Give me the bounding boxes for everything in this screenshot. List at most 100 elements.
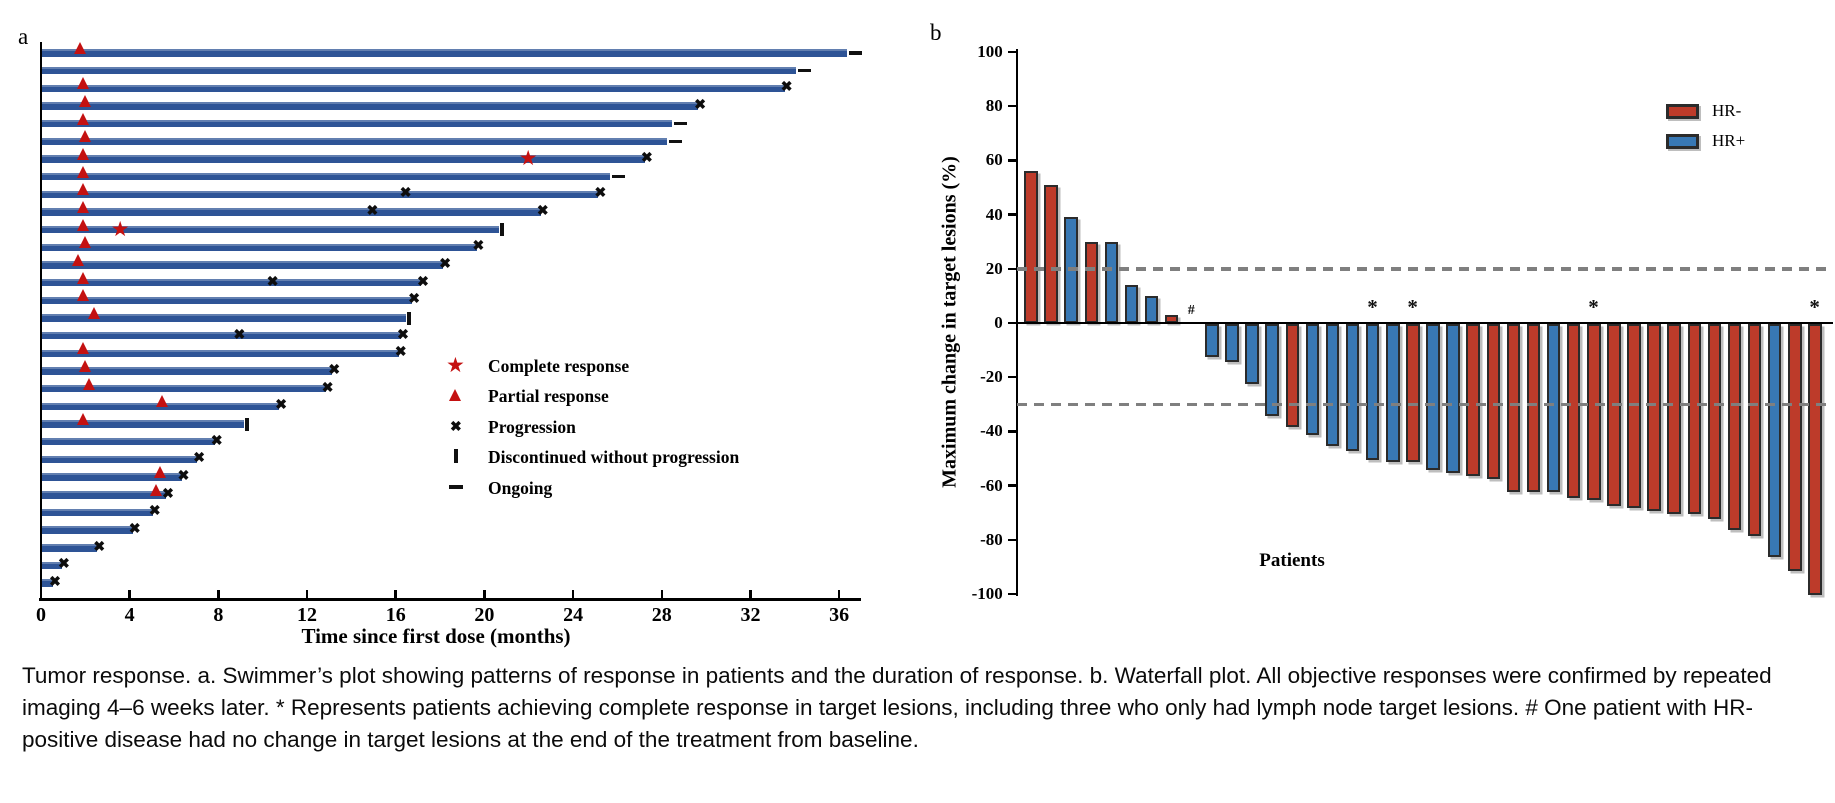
y-tick [1007,538,1017,542]
partial-response-marker [149,483,162,496]
swimmer-legend-item: Ongoing [444,478,744,500]
waterfall-bar [1365,324,1380,460]
partial-response-marker [76,165,89,178]
complete-response-asterisk: * [1407,295,1418,319]
figure-caption: Tumor response. a. Swimmer’s plot showin… [22,663,1772,753]
swimmer-bar [42,155,646,163]
waterfall-bar [1205,324,1219,357]
progression-marker: ✖ [472,239,485,255]
partial-response-marker [74,42,87,54]
swimmer-x-axis [38,598,861,601]
swimmer-legend-label: Ongoing [488,477,553,498]
waterfall-bar [1466,324,1480,476]
complete-response-marker: ★ [518,146,538,171]
discontinued-legend-icon [454,449,458,464]
progression-marker: ✖ [148,504,161,520]
x-tick-label: 16 [385,604,406,626]
swimmer-bar [42,526,133,534]
waterfall-bar [1808,324,1822,596]
swimmer-bar [42,508,153,517]
partial-response-marker [156,395,169,408]
swimmer-bar [42,261,444,269]
progression-marker: ✖ [399,186,412,202]
y-tick-label: -100 [971,584,1003,604]
partial-response-marker [76,112,89,125]
waterfall-bar [1124,285,1139,323]
progression-marker: ✖ [328,363,341,379]
waterfall-legend-label: HR+ [1712,131,1746,150]
swimmer-bar [42,349,399,358]
y-tick-label: 0 [994,313,1003,332]
ongoing-marker [673,121,687,126]
y-tick-label: -60 [980,475,1003,495]
progression-marker: ✖ [408,292,420,308]
ongoing-marker [797,68,811,73]
swimmer-bar [42,296,413,305]
swimmer-plot: a ✖ ✖ ✖ ★ ✖ ✖ ✖ ✖ ★ ✖ ✖ ✖ ✖ ✖ ✖ ✖ ✖ ✖ ✖ ✖ ✖ ✖ ✖ ✖ ✖ ✖ ✖ ✖ ✖ 0 4 8 12 16 2… [0,0,900,660]
partial-response-marker [72,254,85,267]
ongoing-legend-icon [449,484,463,489]
x-tick [483,590,486,598]
y-tick [1007,375,1017,379]
hr-positive-legend-swatch [1666,134,1699,149]
partial-response-marker [78,95,91,107]
x-tick [571,590,575,598]
swimmer-legend-item: Partial response [444,386,744,408]
progression-marker: ✖ [536,204,549,220]
waterfall-bar [1104,241,1119,323]
swimmer-bar [42,84,785,93]
swimmer-bar [42,49,847,57]
y-tick [1007,484,1017,487]
y-tick [1007,267,1017,270]
waterfall-bar [1426,324,1440,471]
swimmer-legend-label: Complete response [488,356,630,376]
partial-response-marker [154,466,167,479]
waterfall-bar [1245,324,1259,384]
progression-marker: ✖ [394,345,407,361]
waterfall-bar [1305,324,1320,436]
swimmer-bar [42,367,333,375]
swimmer-y-axis [39,42,42,600]
progression-marker: ✖ [694,98,706,113]
swimmer-bar [42,102,699,110]
progression-marker: ✖ [193,451,205,467]
complete-response-marker: ★ [110,216,130,241]
waterfall-bar [1687,324,1702,514]
waterfall-bar [1084,241,1099,323]
waterfall-bar [1667,324,1681,514]
swimmer-legend-label: Partial response [488,386,609,407]
x-tick [749,590,752,598]
swimmer-bar [42,278,422,287]
swimmer-bar [42,225,499,234]
partial-response-marker [76,289,89,302]
swimmer-bar [42,190,599,199]
y-tick [1007,159,1017,162]
progression-marker: ✖ [641,151,653,167]
partial-response-marker [76,201,89,214]
progression-marker: ✖ [57,557,70,573]
reference-line [1016,267,1833,271]
partial-response-legend-icon [449,389,461,402]
x-tick-label: 20 [474,604,495,626]
y-tick [1007,50,1017,54]
progression-marker: ✖ [93,539,106,555]
waterfall-bar [1647,324,1661,512]
x-tick [660,590,663,598]
swimmer-bar [42,314,406,322]
waterfall-x-axis-title: Patients [1259,550,1325,571]
partial-response-marker [76,413,89,426]
progression-marker: ✖ [439,257,451,273]
swimmer-legend-item: ★ Complete response [444,355,744,378]
waterfall-bar [1406,324,1420,463]
x-tick-label: 4 [124,604,135,626]
waterfall-bar [1144,295,1159,323]
waterfall-bar [1386,324,1400,463]
partial-response-marker [76,218,89,231]
swimmer-bar [42,544,98,552]
progression-marker: ✖ [780,80,793,96]
partial-response-marker [78,236,91,249]
progression-marker: ✖ [321,380,334,396]
discontinued-marker [407,311,411,325]
y-tick [1007,104,1017,108]
waterfall-zero-line [1015,321,1833,325]
